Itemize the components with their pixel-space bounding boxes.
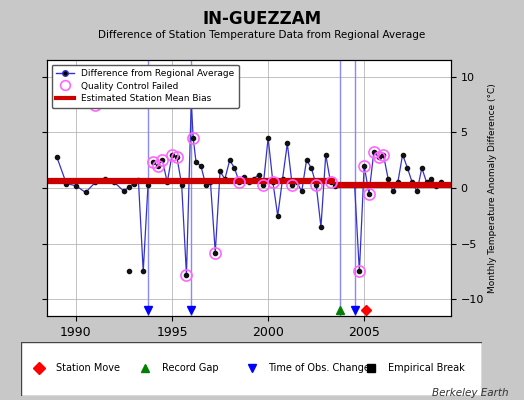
Text: Berkeley Earth: Berkeley Earth — [432, 388, 508, 398]
Text: Empirical Break: Empirical Break — [388, 363, 464, 373]
Text: Time of Obs. Change: Time of Obs. Change — [268, 363, 369, 373]
Legend: Difference from Regional Average, Quality Control Failed, Estimated Station Mean: Difference from Regional Average, Qualit… — [52, 64, 239, 108]
Text: Station Move: Station Move — [56, 363, 119, 373]
Text: Record Gap: Record Gap — [161, 363, 218, 373]
Text: IN-GUEZZAM: IN-GUEZZAM — [202, 10, 322, 28]
FancyBboxPatch shape — [21, 342, 482, 396]
Text: Difference of Station Temperature Data from Regional Average: Difference of Station Temperature Data f… — [99, 30, 425, 40]
Y-axis label: Monthly Temperature Anomaly Difference (°C): Monthly Temperature Anomaly Difference (… — [488, 83, 497, 293]
